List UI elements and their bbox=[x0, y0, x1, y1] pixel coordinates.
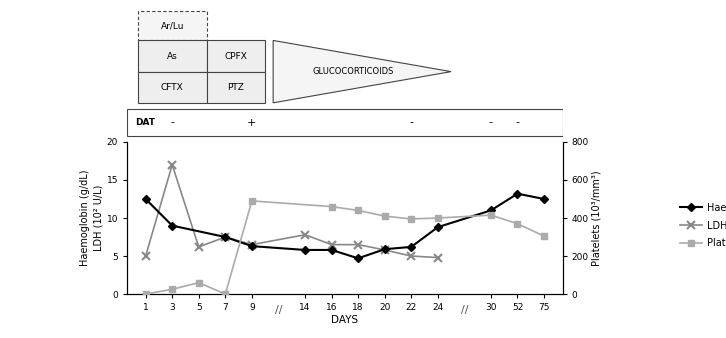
Bar bbox=[138, 11, 207, 41]
Text: As: As bbox=[167, 51, 178, 61]
Y-axis label: Haemoglobin (g/dL)
LDH (10² U/L): Haemoglobin (g/dL) LDH (10² U/L) bbox=[80, 170, 104, 266]
Legend: Haemoglobin, LDH, Platelets: Haemoglobin, LDH, Platelets bbox=[677, 199, 726, 252]
Bar bbox=[138, 41, 207, 72]
Bar bbox=[127, 109, 563, 136]
Text: -: - bbox=[170, 118, 174, 127]
Y-axis label: Platelets (10³/mm³): Platelets (10³/mm³) bbox=[592, 170, 602, 266]
Text: GLUCOCORTICOIDS: GLUCOCORTICOIDS bbox=[312, 67, 394, 76]
Bar bbox=[138, 72, 207, 103]
Text: CPFX: CPFX bbox=[224, 51, 248, 61]
Bar bbox=[207, 72, 265, 103]
Text: //: // bbox=[274, 305, 282, 315]
Text: PTZ: PTZ bbox=[227, 83, 245, 92]
Text: DAT: DAT bbox=[135, 118, 155, 127]
Text: +: + bbox=[247, 118, 256, 127]
X-axis label: DAYS: DAYS bbox=[331, 315, 359, 325]
Polygon shape bbox=[273, 41, 451, 103]
Text: //: // bbox=[460, 305, 468, 315]
Text: CFTX: CFTX bbox=[161, 83, 184, 92]
Text: -: - bbox=[489, 118, 493, 127]
Text: Ar/Lu: Ar/Lu bbox=[160, 21, 184, 30]
Bar bbox=[207, 41, 265, 72]
Text: -: - bbox=[515, 118, 520, 127]
Text: -: - bbox=[409, 118, 413, 127]
